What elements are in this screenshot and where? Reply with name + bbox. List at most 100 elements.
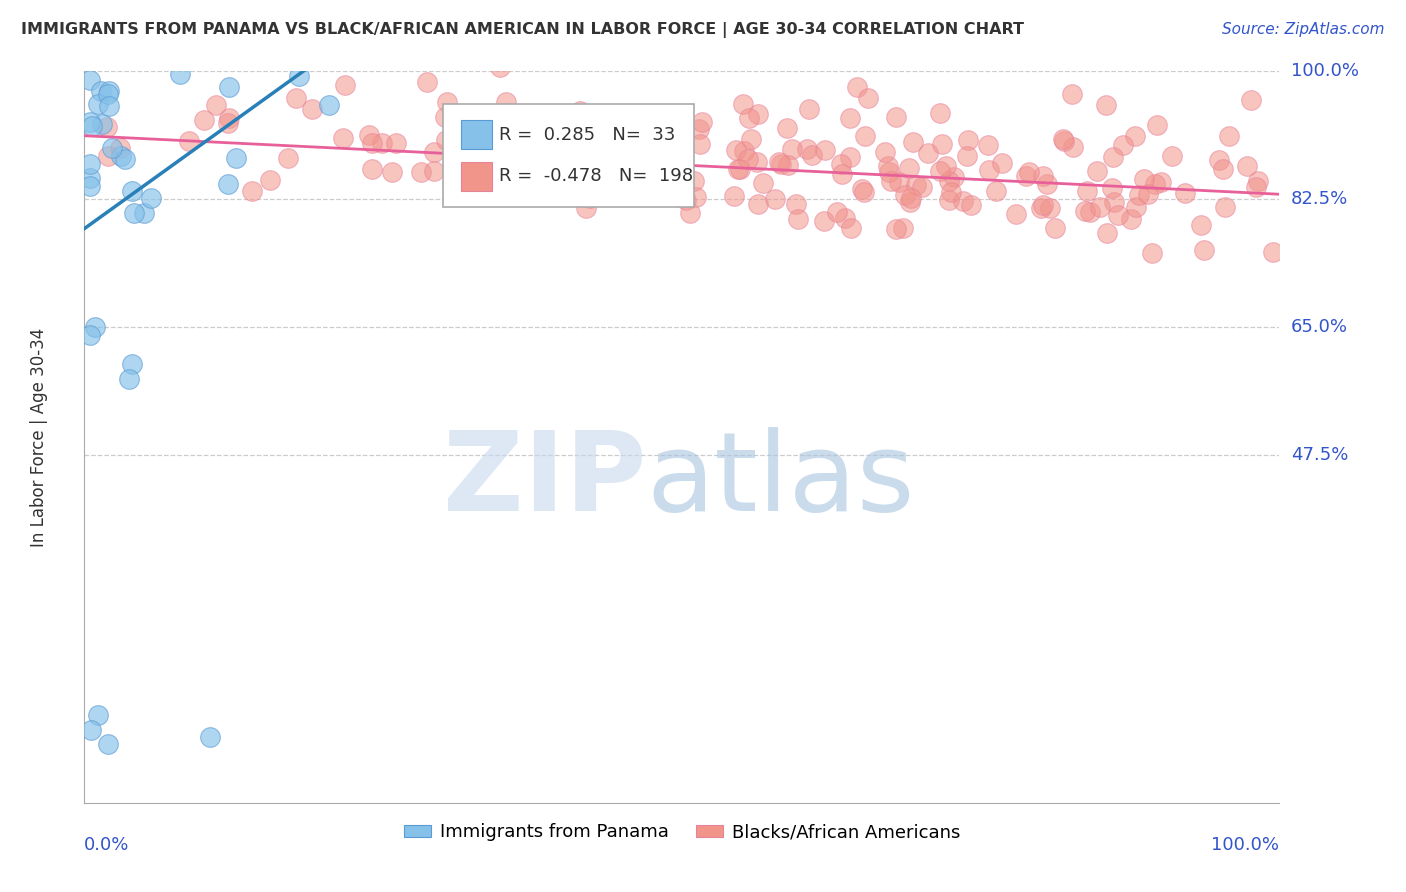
Point	[1045, 221, 1067, 235]
Point	[1133, 172, 1156, 186]
Point	[547, 128, 569, 142]
Point	[1213, 200, 1236, 214]
Point	[332, 131, 354, 145]
Point	[385, 136, 408, 150]
Point	[301, 102, 323, 116]
Point	[381, 165, 404, 179]
Text: 65.0%: 65.0%	[1291, 318, 1347, 336]
Point	[877, 159, 900, 173]
Point	[200, 730, 222, 744]
Point	[468, 147, 491, 161]
Text: Source: ZipAtlas.com: Source: ZipAtlas.com	[1222, 22, 1385, 37]
Point	[813, 214, 835, 228]
Point	[139, 191, 162, 205]
Point	[217, 116, 239, 130]
Point	[561, 136, 583, 150]
Point	[108, 141, 131, 155]
Legend: Immigrants from Panama, Blacks/African Americans: Immigrants from Panama, Blacks/African A…	[396, 816, 967, 848]
Point	[495, 95, 517, 109]
Point	[853, 185, 876, 199]
Point	[901, 135, 924, 149]
Point	[613, 171, 636, 186]
Point	[830, 157, 852, 171]
Point	[91, 117, 114, 131]
Text: R =  -0.478   N=  198: R = -0.478 N= 198	[499, 168, 693, 186]
Point	[360, 136, 382, 150]
Point	[453, 110, 475, 124]
Point	[1150, 175, 1173, 189]
Point	[1018, 165, 1040, 179]
Point	[917, 146, 939, 161]
Point	[839, 150, 862, 164]
Point	[506, 148, 529, 162]
Point	[1189, 218, 1212, 232]
Point	[97, 737, 120, 751]
Point	[1078, 205, 1101, 219]
Point	[938, 174, 960, 188]
Point	[763, 192, 786, 206]
Point	[80, 723, 103, 737]
Point	[644, 177, 666, 191]
Point	[1240, 94, 1263, 108]
Point	[79, 327, 101, 342]
Point	[98, 99, 121, 113]
Point	[90, 84, 112, 98]
Point	[724, 143, 747, 157]
Point	[1112, 137, 1135, 152]
Point	[1218, 129, 1240, 144]
Point	[952, 194, 974, 208]
Point	[621, 159, 644, 173]
Point	[79, 170, 101, 185]
Point	[277, 152, 299, 166]
Point	[745, 155, 768, 169]
FancyBboxPatch shape	[461, 120, 492, 149]
Point	[1015, 169, 1038, 183]
Point	[551, 169, 574, 183]
Point	[509, 143, 531, 157]
Point	[461, 112, 484, 126]
Point	[218, 111, 240, 125]
Point	[489, 61, 512, 75]
Point	[1212, 161, 1234, 176]
Point	[132, 206, 155, 220]
Point	[877, 165, 900, 179]
Point	[97, 87, 120, 101]
Point	[579, 191, 602, 205]
Point	[86, 708, 108, 723]
Point	[1208, 153, 1230, 167]
Point	[561, 170, 583, 185]
Point	[796, 142, 818, 156]
Point	[422, 164, 444, 178]
Point	[259, 173, 281, 187]
Point	[371, 136, 394, 150]
Point	[727, 161, 749, 176]
Point	[548, 130, 571, 145]
Point	[101, 141, 124, 155]
Point	[565, 179, 588, 194]
Point	[770, 157, 793, 171]
Text: atlas: atlas	[647, 427, 914, 534]
Point	[333, 78, 356, 93]
Point	[1032, 197, 1054, 211]
Point	[482, 125, 505, 139]
Point	[638, 136, 661, 150]
Point	[1244, 180, 1267, 194]
Point	[846, 80, 869, 95]
Point	[752, 176, 775, 190]
Point	[1053, 134, 1076, 148]
Point	[118, 371, 141, 385]
Point	[786, 212, 808, 227]
Point	[561, 165, 583, 179]
Point	[689, 136, 711, 151]
Point	[1102, 194, 1125, 209]
Point	[956, 133, 979, 147]
Point	[893, 221, 915, 235]
Point	[898, 194, 921, 209]
Point	[955, 149, 977, 163]
Point	[814, 143, 837, 157]
Point	[636, 132, 658, 146]
Point	[776, 158, 799, 172]
Point	[977, 138, 1000, 153]
Text: IMMIGRANTS FROM PANAMA VS BLACK/AFRICAN AMERICAN IN LABOR FORCE | AGE 30-34 CORR: IMMIGRANTS FROM PANAMA VS BLACK/AFRICAN …	[21, 22, 1024, 38]
Point	[582, 129, 605, 144]
